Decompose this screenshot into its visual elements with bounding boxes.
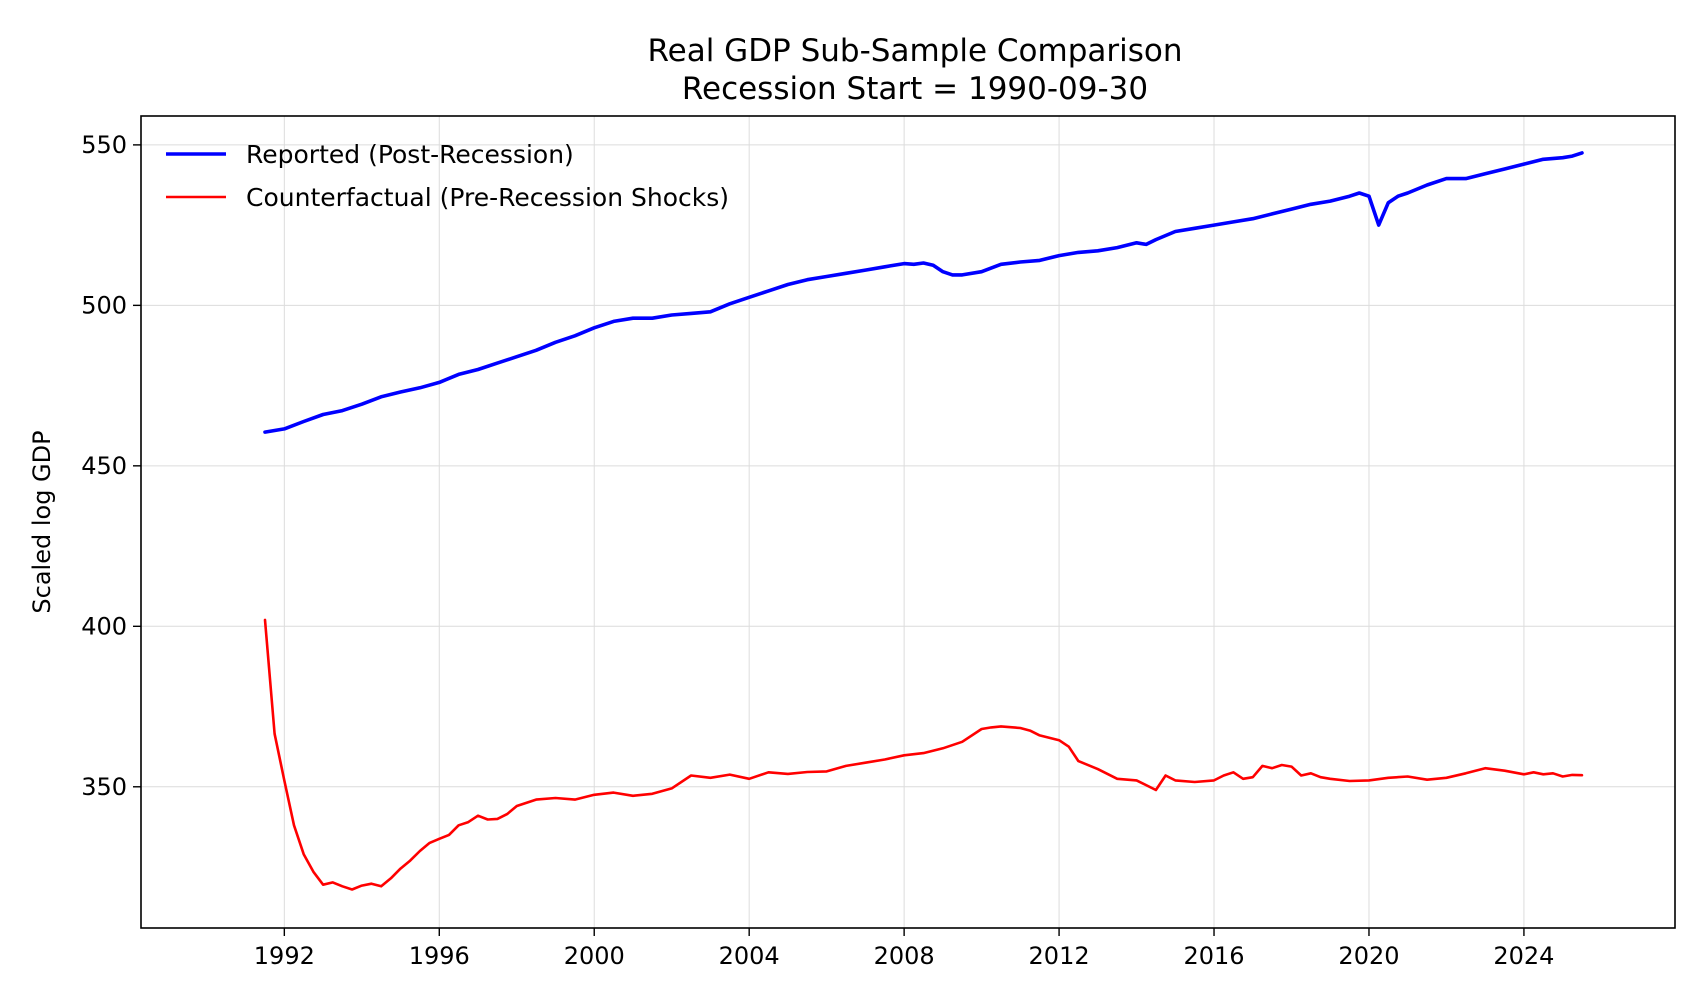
legend: Reported (Post-Recession) Counterfactual … (166, 140, 729, 212)
legend-label: Counterfactual (Pre-Recession Shocks) (246, 183, 729, 212)
series-layer (263, 151, 1584, 891)
chart-title: Real GDP Sub-Sample Comparison (647, 33, 1182, 69)
y-tick-label: 550 (81, 131, 127, 159)
series-line-1 (263, 151, 1584, 434)
y-tick-label: 350 (81, 773, 127, 801)
x-tick-label: 2024 (1493, 942, 1554, 970)
legend-label: Reported (Post-Recession) (246, 140, 574, 169)
y-axis: 350 400 450 500 550 (81, 131, 141, 801)
x-tick-label: 2004 (719, 942, 780, 970)
y-tick-label: 400 (81, 612, 127, 640)
plot-frame (140, 115, 1676, 929)
y-tick-label: 500 (81, 291, 127, 319)
x-tick-label: 2012 (1029, 942, 1090, 970)
y-tick-label: 450 (81, 452, 127, 480)
x-axis: 1992 1996 2000 2004 2008 2012 2016 2020 2024 (254, 928, 1554, 970)
grid (141, 116, 1675, 928)
x-tick-label: 2016 (1183, 942, 1244, 970)
chart-subtitle: Recession Start = 1990-09-30 (682, 71, 1148, 107)
x-tick-label: 1996 (409, 942, 470, 970)
x-tick-label: 2008 (874, 942, 935, 970)
y-axis-label: Scaled log GDP (28, 430, 56, 613)
x-tick-label: 2000 (564, 942, 625, 970)
series-line-2 (263, 618, 1584, 891)
x-tick-label: 2020 (1338, 942, 1399, 970)
x-tick-label: 1992 (254, 942, 315, 970)
